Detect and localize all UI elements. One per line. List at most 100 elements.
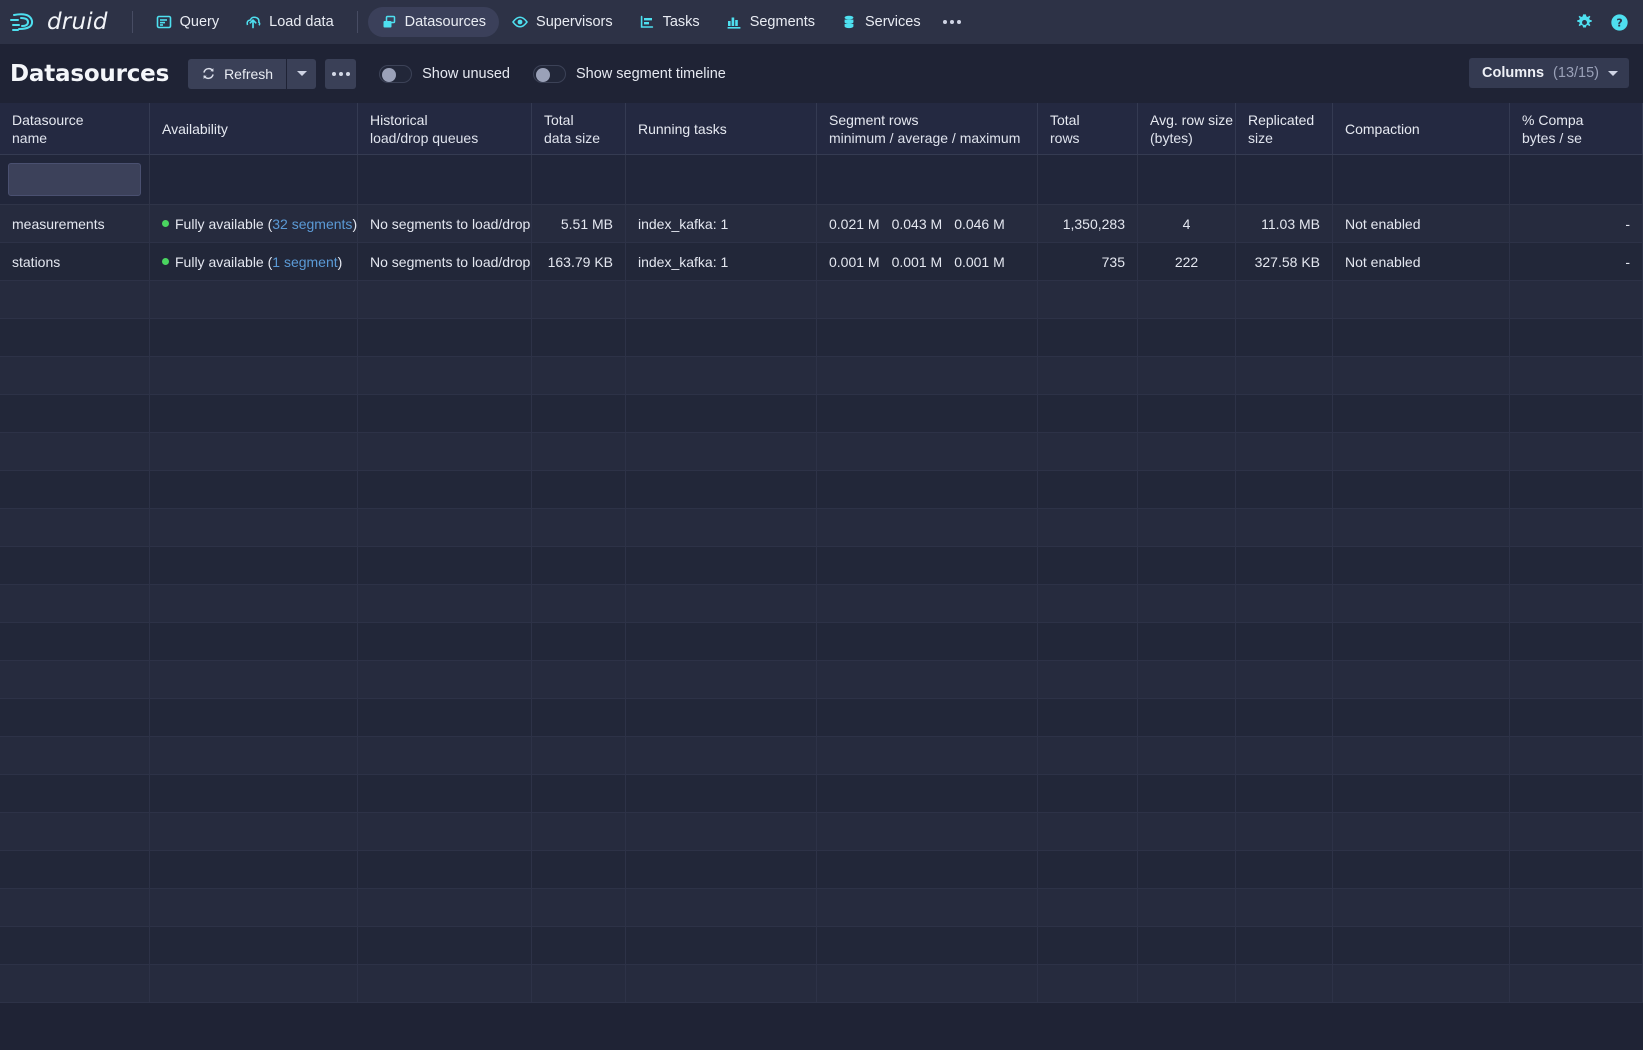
empty-cell [0, 737, 150, 775]
columns-selector-button[interactable]: Columns (13/15) [1469, 58, 1629, 88]
empty-cell [150, 357, 358, 395]
empty-row [0, 965, 1643, 1003]
empty-cell [626, 357, 817, 395]
nav-item-query[interactable]: Query [143, 7, 233, 37]
gear-icon[interactable] [1575, 13, 1594, 32]
cell-compaction[interactable]: Not enabled [1333, 205, 1510, 243]
header-line1: Running tasks [638, 120, 727, 137]
nav-item-services[interactable]: Services [828, 7, 934, 37]
nav-item-supervisors[interactable]: Supervisors [499, 7, 626, 37]
empty-cell [358, 699, 532, 737]
empty-cell [1038, 623, 1138, 661]
empty-cell [1236, 737, 1333, 775]
empty-cell [1038, 737, 1138, 775]
empty-cell [626, 395, 817, 433]
help-circle-icon[interactable]: ? [1610, 13, 1629, 32]
empty-cell [626, 547, 817, 585]
column-header-historical-load-drop-queues[interactable]: Historical load/drop queues [358, 103, 532, 154]
empty-cell [150, 851, 358, 889]
column-header-running-tasks[interactable]: Running tasks [626, 103, 817, 154]
empty-cell [532, 509, 626, 547]
more-actions-button[interactable] [325, 58, 357, 89]
empty-cell [532, 433, 626, 471]
empty-cell [150, 547, 358, 585]
empty-cell [1138, 547, 1236, 585]
empty-cell [150, 699, 358, 737]
column-header-total-rows[interactable]: Total rows [1038, 103, 1138, 154]
toggle-switch[interactable] [379, 64, 413, 83]
cell-datasource-name[interactable]: measurements [0, 205, 150, 243]
empty-cell [532, 851, 626, 889]
toggle-show-segment-timeline[interactable]: Show segment timeline [532, 64, 726, 83]
nav-overflow-button[interactable] [938, 8, 966, 36]
empty-cell [1038, 547, 1138, 585]
refresh-dropdown-button[interactable] [287, 58, 317, 89]
empty-cell [1138, 927, 1236, 965]
toggle-knob [382, 67, 397, 82]
empty-cell [1236, 661, 1333, 699]
empty-cell [817, 433, 1038, 471]
header-line2: data size [544, 129, 601, 146]
nav-item-segments[interactable]: Segments [713, 7, 828, 37]
column-header-datasource-name[interactable]: Datasource name [0, 103, 150, 154]
empty-cell [1333, 281, 1510, 319]
ellipsis-icon [331, 71, 350, 76]
nav-item-tasks[interactable]: Tasks [626, 7, 713, 37]
toggle-show-unused[interactable]: Show unused [379, 64, 510, 83]
cell-datasource-name[interactable]: stations [0, 243, 150, 281]
empty-cell [0, 775, 150, 813]
column-header-replicated-size[interactable]: Replicated size [1236, 103, 1333, 154]
empty-cell [1333, 547, 1510, 585]
cell-availability[interactable]: Fully available (1 segment) [150, 243, 358, 281]
cell-running-tasks[interactable]: index_kafka: 1 [626, 243, 817, 281]
brand-name: druid [47, 9, 108, 35]
column-header-total-data-size[interactable]: Total data size [532, 103, 626, 154]
nav-item-load-data[interactable]: Load data [232, 7, 347, 37]
availability-text: Fully available (32 segments) [175, 215, 358, 232]
empty-row [0, 395, 1643, 433]
toggle-switch[interactable] [532, 64, 566, 83]
columns-count: (13/15) [1553, 65, 1599, 81]
empty-cell [1236, 585, 1333, 623]
column-header-availability[interactable]: Availability [150, 103, 358, 154]
empty-cell [0, 395, 150, 433]
column-header-compaction[interactable]: Compaction [1333, 103, 1510, 154]
empty-cell [1236, 433, 1333, 471]
cell-running-tasks[interactable]: index_kafka: 1 [626, 205, 817, 243]
column-header-avg-row-size[interactable]: Avg. row size (bytes) [1138, 103, 1236, 154]
empty-row [0, 433, 1643, 471]
search-input[interactable] [8, 163, 141, 196]
segments-link[interactable]: 1 segment [272, 253, 338, 270]
cell-replicated-size: 327.58 KB [1236, 243, 1333, 281]
cell-compaction[interactable]: Not enabled [1333, 243, 1510, 281]
empty-cell [817, 547, 1038, 585]
cell-segment-rows: 0.001 M 0.001 M 0.001 M [817, 243, 1038, 281]
filter-cell [1138, 155, 1236, 204]
empty-cell [1138, 699, 1236, 737]
filter-cell-datasource-name[interactable] [0, 155, 150, 204]
empty-cell [626, 699, 817, 737]
empty-cell [1510, 927, 1643, 965]
empty-cell [1333, 585, 1510, 623]
cell-availability[interactable]: Fully available (32 segments) [150, 205, 358, 243]
refresh-button[interactable]: Refresh [188, 58, 287, 89]
empty-cell [532, 471, 626, 509]
empty-cell [358, 965, 532, 1003]
segments-link[interactable]: 32 segments [272, 215, 353, 232]
empty-cell [150, 585, 358, 623]
column-header-segment-rows[interactable]: Segment rows minimum / average / maximum [817, 103, 1038, 154]
column-header-pct-compacted[interactable]: % Compa bytes / se [1510, 103, 1643, 154]
empty-cell [1333, 471, 1510, 509]
datasources-table[interactable]: Datasource name Availability Historical … [0, 103, 1643, 1050]
table-row[interactable]: measurements Fully available (32 segment… [0, 205, 1643, 243]
empty-cell [626, 851, 817, 889]
table-row[interactable]: stations Fully available (1 segment) No … [0, 243, 1643, 281]
empty-cell [532, 395, 626, 433]
empty-cell [1510, 699, 1643, 737]
brand-logo[interactable]: druid [10, 9, 122, 35]
cell-total-rows: 735 [1038, 243, 1138, 281]
cell-historical-queues: No segments to load/drop [358, 205, 532, 243]
nav-item-datasources[interactable]: Datasources [367, 7, 500, 37]
filter-cell [1333, 155, 1510, 204]
empty-cell [1333, 433, 1510, 471]
